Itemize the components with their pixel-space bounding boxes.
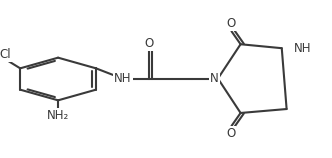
Text: Cl: Cl <box>0 48 11 61</box>
Text: NH₂: NH₂ <box>47 109 69 122</box>
Text: NH: NH <box>294 42 311 55</box>
Text: O: O <box>226 17 235 30</box>
Text: O: O <box>144 37 153 50</box>
Text: NH: NH <box>114 72 132 85</box>
Text: O: O <box>226 127 235 140</box>
Text: N: N <box>210 72 219 85</box>
